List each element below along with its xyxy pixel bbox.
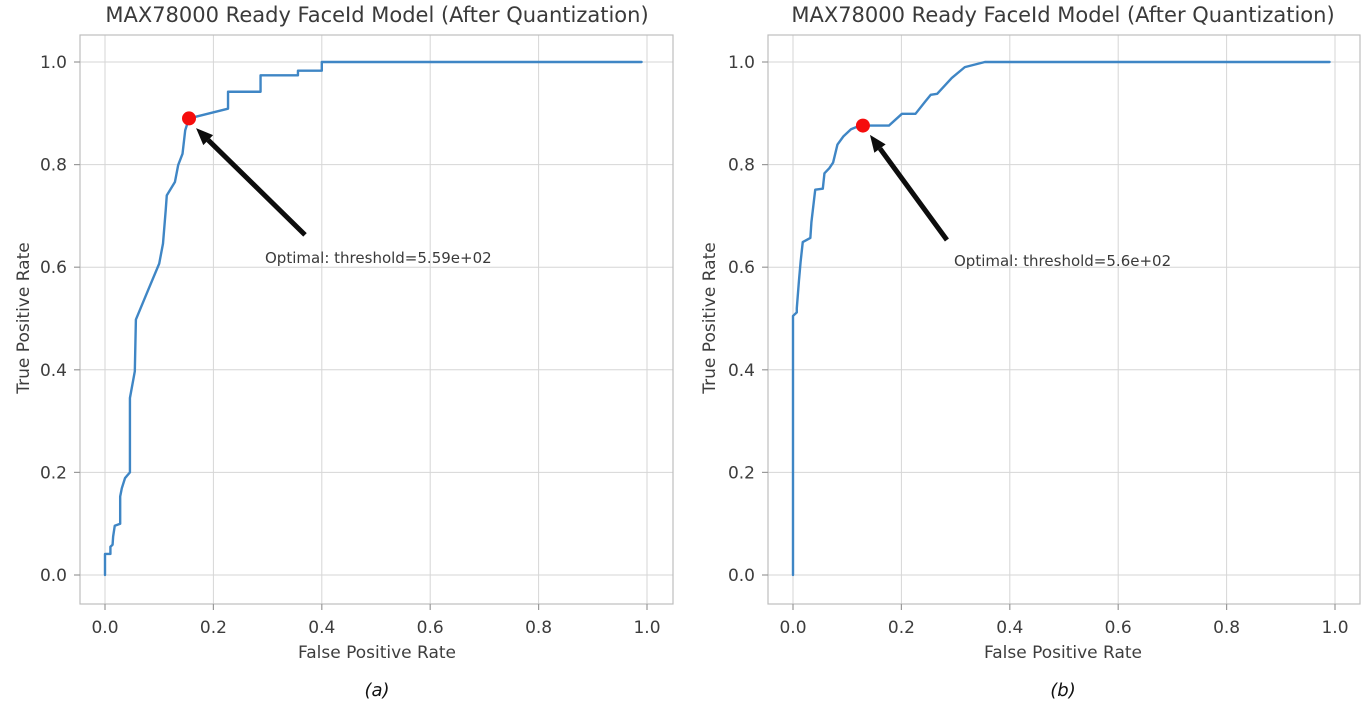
roc-plot-a: 0.0 0.2 0.4 0.6 0.8 1.0 0.0 0.2 0.4 0.6 0.8 1.0	[40, 34, 674, 638]
roc-plot-b: 0.0 0.2 0.4 0.6 0.8 1.0 0.0 0.2 0.4 0.6 0.8 1.0	[728, 34, 1361, 638]
roc-panel-b: MAX78000 Ready FaceId Model (After Quant…	[686, 0, 1372, 711]
subfigure-caption-a: (a)	[364, 680, 390, 701]
svg-text:1.0: 1.0	[1321, 618, 1348, 638]
svg-text:0.2: 0.2	[200, 618, 227, 638]
y-axis-label-b: True Positive Rate	[700, 242, 720, 394]
x-axis-label-a: False Positive Rate	[298, 643, 456, 663]
svg-text:0.2: 0.2	[888, 618, 915, 638]
svg-text:0.8: 0.8	[525, 618, 552, 638]
svg-text:0.0: 0.0	[728, 566, 755, 586]
svg-text:0.2: 0.2	[728, 463, 755, 483]
chart-title-a: MAX78000 Ready FaceId Model (After Quant…	[105, 3, 649, 27]
y-axis-label-a: True Positive Rate	[14, 242, 34, 394]
svg-text:0.4: 0.4	[728, 361, 755, 381]
svg-text:0.8: 0.8	[1213, 618, 1240, 638]
svg-text:0.8: 0.8	[728, 156, 755, 176]
svg-text:0.2: 0.2	[40, 463, 67, 483]
svg-text:0.6: 0.6	[728, 258, 755, 278]
chart-title-b: MAX78000 Ready FaceId Model (After Quant…	[791, 3, 1335, 27]
svg-text:0.6: 0.6	[40, 258, 67, 278]
svg-text:1.0: 1.0	[728, 53, 755, 73]
svg-text:0.4: 0.4	[308, 618, 335, 638]
svg-text:0.4: 0.4	[996, 618, 1023, 638]
optimal-threshold-annotation-b: Optimal: threshold=5.6e+02	[954, 252, 1172, 270]
svg-text:0.0: 0.0	[91, 618, 118, 638]
svg-text:0.6: 0.6	[1105, 618, 1132, 638]
optimal-threshold-annotation-a: Optimal: threshold=5.59e+02	[265, 249, 492, 267]
subfigure-caption-b: (b)	[1050, 680, 1076, 701]
svg-text:0.8: 0.8	[40, 156, 67, 176]
svg-text:0.6: 0.6	[417, 618, 444, 638]
x-axis-label-b: False Positive Rate	[984, 643, 1142, 663]
svg-text:0.4: 0.4	[40, 361, 67, 381]
roc-panel-a: MAX78000 Ready FaceId Model (After Quant…	[14, 3, 674, 701]
svg-text:0.0: 0.0	[779, 618, 806, 638]
svg-text:1.0: 1.0	[633, 618, 660, 638]
svg-text:0.0: 0.0	[40, 566, 67, 586]
svg-text:1.0: 1.0	[40, 53, 67, 73]
